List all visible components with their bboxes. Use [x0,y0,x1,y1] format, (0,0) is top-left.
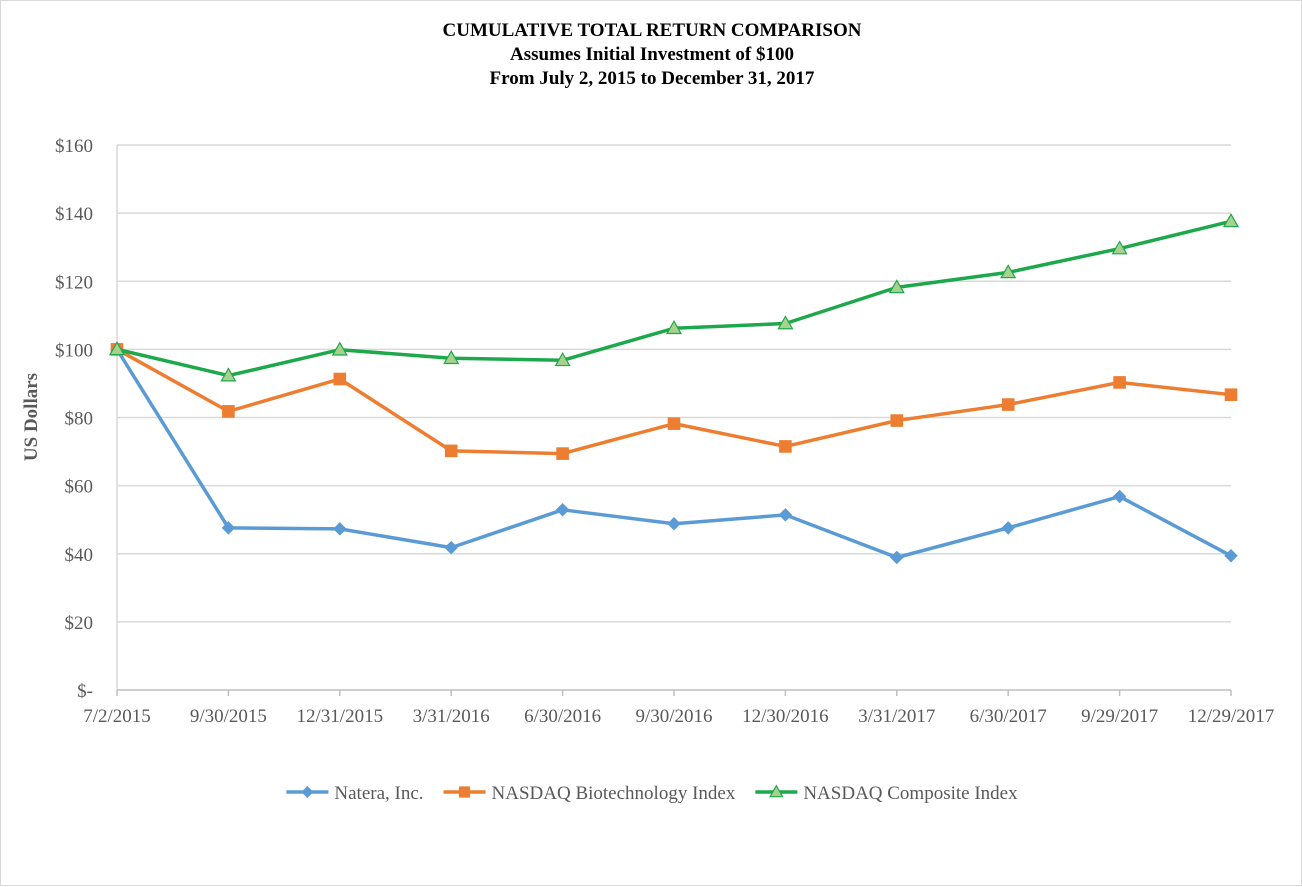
x-tick-label: 6/30/2016 [524,706,601,727]
data-point [1224,388,1238,401]
gridlines [116,144,1231,690]
data-point [444,540,458,555]
x-tick-label: 12/29/2017 [1188,706,1275,727]
data-point [333,522,347,536]
x-tick-label: 9/30/2015 [190,706,267,727]
data-point [555,503,570,517]
x-axis-ticks: 7/2/2015 9/30/2015 12/31/2015 3/31/2016 6/30… [83,690,1274,727]
chart-titles: CUMULATIVE TOTAL RETURN COMPARISON Assum… [443,20,862,89]
legend-label: Natera, Inc. [334,783,423,804]
chart-title: CUMULATIVE TOTAL RETURN COMPARISON [443,20,862,41]
legend-marker [458,786,471,798]
legend-label: NASDAQ Composite Index [803,783,1018,804]
data-point [1001,521,1015,535]
data-point [888,279,905,294]
data-point [556,447,569,460]
y-tick-label: $140 [55,204,93,225]
y-axis-label: US Dollars [21,373,42,461]
x-tick-label: 7/2/2015 [83,706,151,727]
series-2 [108,213,1240,382]
x-tick-label: 9/30/2016 [635,706,712,727]
data-point [778,508,793,522]
data-point [667,517,681,531]
data-point [1001,398,1015,411]
data-point [779,440,792,453]
data-point [333,372,347,386]
x-tick-label: 12/30/2016 [742,706,829,727]
y-tick-label: $100 [55,340,93,361]
y-tick-label: $20 [65,613,94,634]
y-tick-label: $160 [55,136,93,157]
chart-subtitle-1: Assumes Initial Investment of $100 [510,44,794,65]
data-point [890,550,904,565]
legend-marker [769,784,784,798]
series-group [108,213,1240,565]
x-tick-label: 3/31/2016 [413,706,490,727]
data-point [777,315,794,330]
data-point [667,417,681,430]
data-point [108,341,126,356]
data-point [1113,376,1126,389]
series-1 [110,343,1238,460]
legend-marker [301,786,314,798]
data-point [222,405,235,418]
data-point [1112,489,1127,504]
data-point [331,341,348,356]
data-point [1224,549,1238,563]
y-tick-label: $- [77,681,93,702]
data-point [1000,264,1017,279]
x-tick-label: 3/31/2017 [858,706,935,727]
legend-entry-0: Natera, Inc. [286,783,424,804]
legend: Natera, Inc. NASDAQ Biotechnology Index NA… [286,783,1018,804]
chart-subtitle-2: From July 2, 2015 to December 31, 2017 [490,68,815,89]
x-tick-label: 9/29/2017 [1081,706,1158,727]
series-0 [110,342,1238,565]
y-tick-label: $120 [55,272,93,293]
data-point [1222,213,1240,228]
legend-entry-1: NASDAQ Biotechnology Index [443,783,736,804]
y-axis-ticks: $- $20 $40 $60 $80 $100 $120 $140 $160 [55,136,93,702]
series-line [116,219,1232,378]
data-point [1111,240,1128,255]
data-point [890,414,904,427]
y-tick-label: $60 [65,477,94,498]
data-point [220,367,237,382]
x-tick-label: 12/31/2015 [297,706,384,727]
x-tick-label: 6/30/2017 [970,706,1047,727]
y-tick-label: $40 [65,545,94,566]
legend-entry-2: NASDAQ Composite Index [755,783,1018,804]
data-point [443,350,460,365]
data-point [665,320,683,335]
data-point [221,521,236,535]
data-point [554,352,571,367]
legend-label: NASDAQ Biotechnology Index [492,783,736,804]
data-point [444,444,458,458]
y-tick-label: $80 [65,409,94,430]
series-line [116,347,1232,456]
